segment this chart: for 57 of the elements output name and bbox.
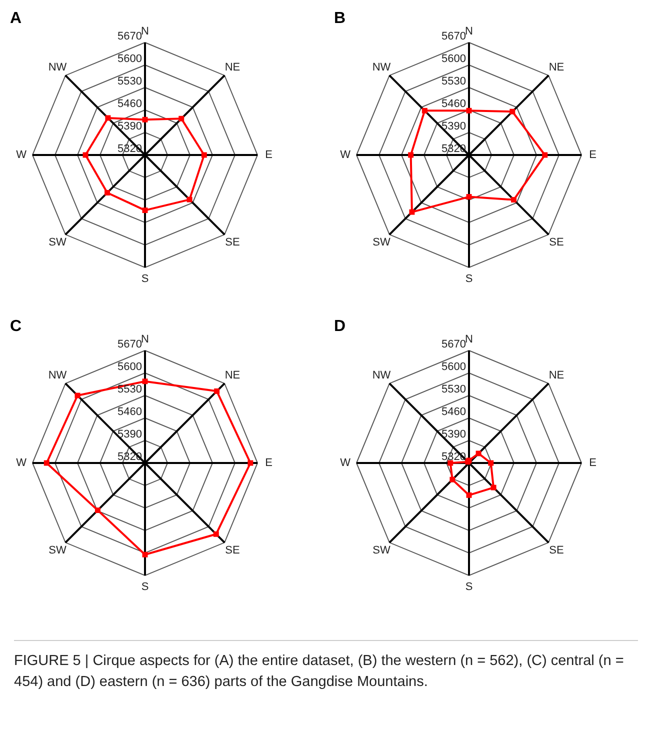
spoke-label: NW bbox=[48, 369, 68, 382]
y-tick-label: 5530 bbox=[118, 384, 142, 396]
y-tick-label: 5390 bbox=[442, 428, 466, 440]
y-tick-label: 5670 bbox=[118, 30, 142, 42]
y-tick-label: 5600 bbox=[118, 361, 142, 373]
spoke-label: S bbox=[141, 272, 149, 285]
spoke-label: NW bbox=[372, 369, 392, 382]
chart-title: B bbox=[334, 10, 346, 27]
spoke-label: S bbox=[141, 580, 149, 593]
chart-title: D bbox=[334, 318, 346, 335]
spoke-label: NW bbox=[372, 61, 392, 74]
y-tick-label: 5530 bbox=[118, 76, 142, 88]
spoke-label: SW bbox=[48, 544, 67, 557]
spoke-label: N bbox=[465, 333, 474, 346]
y-tick-label: 5460 bbox=[118, 406, 142, 418]
spoke-label: NW bbox=[48, 61, 68, 74]
spoke-label: SE bbox=[549, 544, 564, 557]
spoke-label: N bbox=[141, 333, 150, 346]
chart-title: C bbox=[10, 318, 22, 335]
spoke-label: SE bbox=[549, 236, 564, 249]
spoke-label: W bbox=[340, 457, 352, 469]
spoke-label: NE bbox=[224, 61, 240, 74]
y-tick-label: 5600 bbox=[118, 53, 142, 65]
y-tick-label: 5530 bbox=[442, 384, 466, 396]
y-tick-label: 5460 bbox=[118, 98, 142, 110]
spoke-label: E bbox=[589, 149, 596, 161]
spoke-label: E bbox=[589, 457, 596, 469]
spoke-label: SE bbox=[225, 236, 240, 249]
y-tick-label: 5460 bbox=[442, 98, 466, 110]
spoke-label: W bbox=[16, 149, 28, 161]
spoke-label: E bbox=[265, 149, 272, 161]
y-tick-label: 5670 bbox=[118, 338, 142, 350]
spoke-label: W bbox=[340, 149, 352, 161]
spoke-label: SW bbox=[48, 236, 67, 249]
spoke-label: S bbox=[465, 272, 473, 285]
spoke-label: W bbox=[16, 457, 28, 469]
y-tick-label: 5530 bbox=[442, 76, 466, 88]
spoke-label: N bbox=[465, 25, 474, 38]
y-tick-label: 5460 bbox=[442, 406, 466, 418]
spoke-label: NE bbox=[224, 369, 240, 382]
caption: FIGURE 5 | Cirque aspects for (A) the entire dataset, (B) the western (n = 562), (C) central (n = 454) and (D) eastern (n = 636) parts of the Gangdise Mountains. bbox=[14, 652, 625, 692]
spoke-label: SW bbox=[372, 544, 391, 557]
spoke-label: SE bbox=[225, 544, 240, 557]
y-tick-label: 5390 bbox=[442, 120, 466, 132]
spoke-label: NE bbox=[548, 61, 564, 74]
chart-title: A bbox=[10, 10, 22, 27]
spoke-label: NE bbox=[548, 369, 564, 382]
spoke-label: N bbox=[141, 25, 150, 38]
spoke-label: E bbox=[265, 457, 272, 469]
y-tick-label: 5670 bbox=[442, 30, 466, 42]
y-tick-label: 5600 bbox=[442, 361, 466, 373]
spoke-label: S bbox=[465, 580, 473, 593]
y-tick-label: 5390 bbox=[118, 120, 142, 132]
spoke-label: SW bbox=[372, 236, 391, 249]
y-tick-label: 5600 bbox=[442, 53, 466, 65]
y-tick-label: 5670 bbox=[442, 338, 466, 350]
y-tick-label: 5390 bbox=[118, 428, 142, 440]
